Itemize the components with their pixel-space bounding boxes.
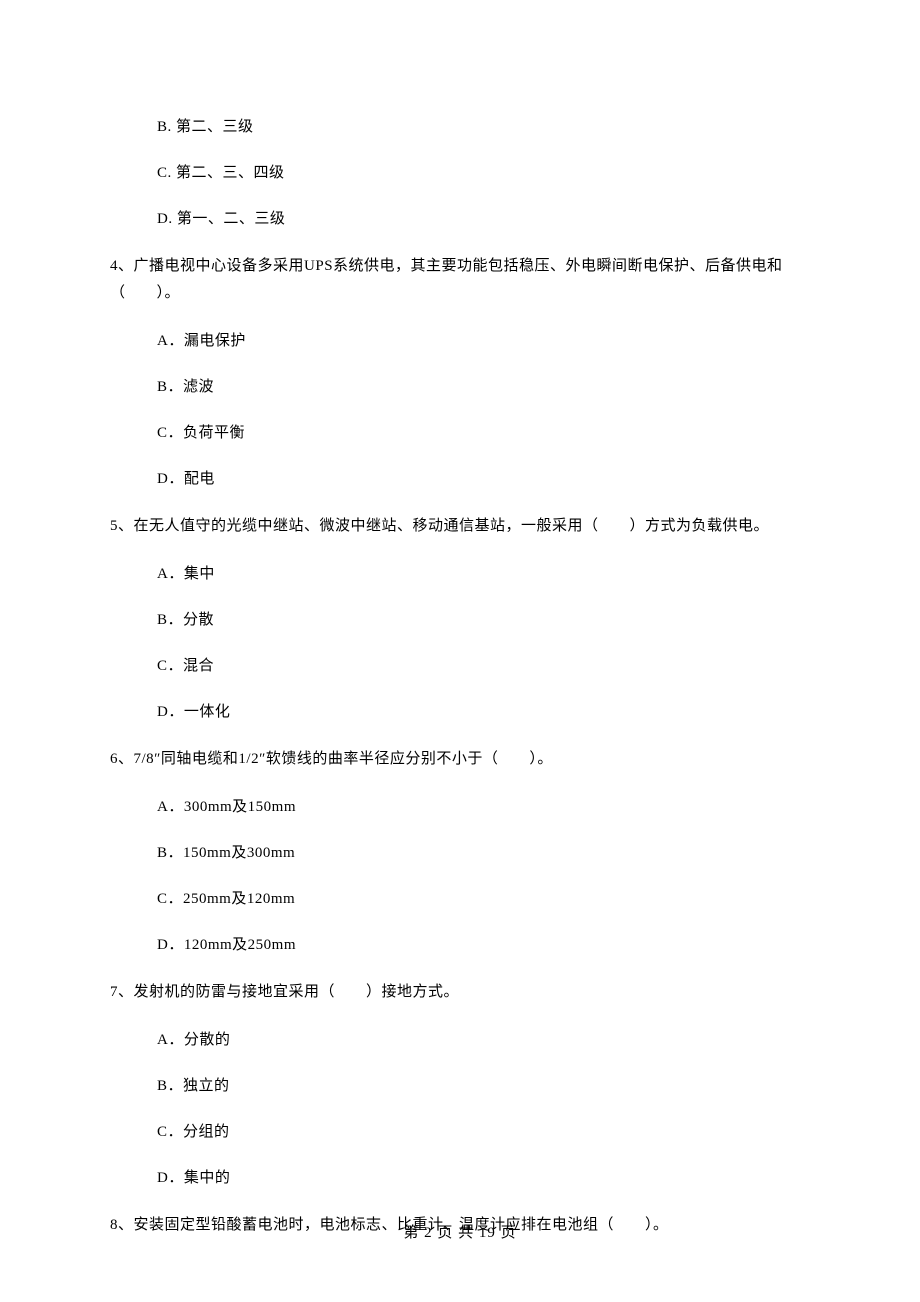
- option-text: 分散的: [184, 1032, 231, 1048]
- option-d: D．120mm及250mm: [157, 933, 810, 957]
- question-7: 7、发射机的防雷与接地宜采用（ ）接地方式。: [110, 979, 810, 1006]
- option-d: D. 第一、二、三级: [157, 207, 810, 231]
- option-label: B．: [157, 379, 183, 395]
- option-a: A．300mm及150mm: [157, 795, 810, 819]
- page-content: B. 第二、三级 C. 第二、三、四级 D. 第一、二、三级 4、广播电视中心设…: [0, 0, 920, 1239]
- question-text: 在无人值守的光缆中继站、微波中继站、移动通信基站，一般采用（ ）方式为负载供电。: [134, 518, 770, 534]
- option-b: B．150mm及300mm: [157, 841, 810, 865]
- option-b: B．滤波: [157, 375, 810, 399]
- option-text: 300mm及150mm: [184, 799, 296, 815]
- option-label: B．: [157, 612, 183, 628]
- option-label: B．: [157, 1078, 183, 1094]
- question-7-group: 7、发射机的防雷与接地宜采用（ ）接地方式。 A．分散的 B．独立的 C．分组的…: [110, 979, 810, 1190]
- option-label: C．: [157, 1124, 183, 1140]
- option-label: A．: [157, 566, 184, 582]
- option-c: C. 第二、三、四级: [157, 161, 810, 185]
- option-label: C.: [157, 165, 172, 181]
- question-5: 5、在无人值守的光缆中继站、微波中继站、移动通信基站，一般采用（ ）方式为负载供…: [110, 513, 810, 540]
- option-text: 第二、三级: [176, 119, 254, 135]
- question-6: 6、7/8″同轴电缆和1/2″软馈线的曲率半径应分别不小于（ ）。: [110, 746, 810, 773]
- option-label: C．: [157, 891, 183, 907]
- option-label: A．: [157, 799, 184, 815]
- option-d: D．一体化: [157, 700, 810, 724]
- option-label: D．: [157, 1170, 184, 1186]
- option-a: A．分散的: [157, 1028, 810, 1052]
- option-text: 120mm及250mm: [184, 937, 296, 953]
- option-c: C．混合: [157, 654, 810, 678]
- option-text: 漏电保护: [184, 333, 246, 349]
- option-b: B．分散: [157, 608, 810, 632]
- option-text: 负荷平衡: [183, 425, 245, 441]
- option-text: 集中: [184, 566, 215, 582]
- option-label: D．: [157, 471, 184, 487]
- question-text: 7/8″同轴电缆和1/2″软馈线的曲率半径应分别不小于（ ）。: [134, 751, 553, 767]
- option-c: C．分组的: [157, 1120, 810, 1144]
- option-text: 分散: [183, 612, 214, 628]
- option-label: B．: [157, 845, 183, 861]
- option-text: 配电: [184, 471, 215, 487]
- option-d: D．集中的: [157, 1166, 810, 1190]
- question-text: 发射机的防雷与接地宜采用（ ）接地方式。: [134, 984, 460, 1000]
- question-4: 4、广播电视中心设备多采用UPS系统供电，其主要功能包括稳压、外电瞬间断电保护、…: [110, 253, 810, 307]
- page-footer: 第 2 页 共 19 页: [0, 1221, 920, 1242]
- option-b: B. 第二、三级: [157, 115, 810, 139]
- option-b: B．独立的: [157, 1074, 810, 1098]
- options-top-group: B. 第二、三级 C. 第二、三、四级 D. 第一、二、三级: [110, 115, 810, 231]
- option-label: C．: [157, 425, 183, 441]
- option-c: C．250mm及120mm: [157, 887, 810, 911]
- option-label: D．: [157, 937, 184, 953]
- question-6-group: 6、7/8″同轴电缆和1/2″软馈线的曲率半径应分别不小于（ ）。 A．300m…: [110, 746, 810, 957]
- question-text: 广播电视中心设备多采用UPS系统供电，其主要功能包括稳压、外电瞬间断电保护、后备…: [110, 258, 783, 301]
- option-text: 第二、三、四级: [176, 165, 285, 181]
- option-label: D.: [157, 211, 173, 227]
- question-number: 7、: [110, 984, 134, 1000]
- option-d: D．配电: [157, 467, 810, 491]
- option-text: 第一、二、三级: [177, 211, 286, 227]
- option-text: 250mm及120mm: [183, 891, 295, 907]
- question-5-group: 5、在无人值守的光缆中继站、微波中继站、移动通信基站，一般采用（ ）方式为负载供…: [110, 513, 810, 724]
- question-number: 5、: [110, 518, 134, 534]
- question-number: 4、: [110, 258, 134, 274]
- option-a: A．集中: [157, 562, 810, 586]
- option-text: 150mm及300mm: [183, 845, 295, 861]
- option-label: B.: [157, 119, 172, 135]
- option-label: A．: [157, 333, 184, 349]
- option-label: A．: [157, 1032, 184, 1048]
- question-number: 6、: [110, 751, 134, 767]
- page-number: 第 2 页 共 19 页: [403, 1225, 516, 1241]
- option-text: 独立的: [183, 1078, 230, 1094]
- option-text: 集中的: [184, 1170, 231, 1186]
- option-label: D．: [157, 704, 184, 720]
- option-text: 混合: [183, 658, 214, 674]
- option-a: A．漏电保护: [157, 329, 810, 353]
- option-label: C．: [157, 658, 183, 674]
- option-text: 一体化: [184, 704, 231, 720]
- option-c: C．负荷平衡: [157, 421, 810, 445]
- option-text: 分组的: [183, 1124, 230, 1140]
- option-text: 滤波: [183, 379, 214, 395]
- question-4-group: 4、广播电视中心设备多采用UPS系统供电，其主要功能包括稳压、外电瞬间断电保护、…: [110, 253, 810, 491]
